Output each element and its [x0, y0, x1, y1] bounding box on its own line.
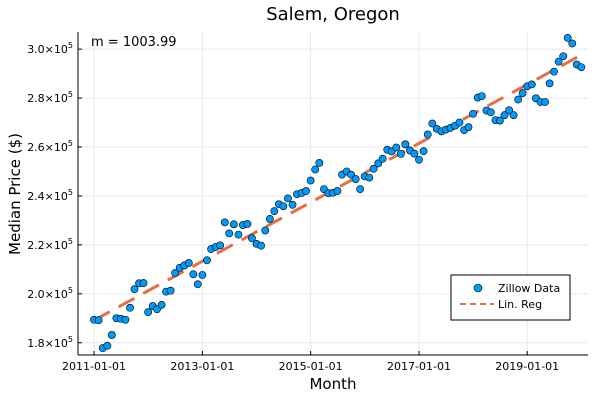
data-point [563, 33, 572, 42]
data-point [477, 92, 486, 101]
data-point [500, 111, 509, 120]
data-point [397, 149, 405, 158]
data-point [193, 280, 202, 289]
data-point [554, 57, 563, 66]
data-point [107, 331, 116, 339]
data-point [392, 143, 401, 152]
data-point [428, 119, 437, 128]
data-point [415, 155, 423, 164]
y-tick-label: 1.8×105 [27, 335, 73, 350]
data-point [486, 108, 495, 117]
data-point [577, 63, 586, 72]
data-point [130, 285, 139, 294]
data-point [270, 207, 279, 216]
data-point [184, 259, 193, 267]
data-point [288, 200, 297, 209]
data-point [234, 230, 243, 239]
data-point [365, 173, 374, 182]
data-point [559, 52, 568, 61]
data-point [229, 220, 238, 229]
data-point [279, 202, 288, 211]
data-point [351, 175, 360, 183]
data-point [225, 229, 234, 238]
data-point [545, 79, 554, 88]
data-point [568, 39, 577, 48]
data-point [265, 215, 274, 223]
data-point [541, 98, 549, 106]
data-point [311, 165, 320, 174]
data-point [455, 118, 464, 127]
data-point [423, 130, 432, 139]
data-point [189, 270, 198, 279]
data-point [302, 187, 310, 195]
data-point [401, 140, 410, 149]
legend-label-linreg: Lin. Reg [498, 298, 542, 311]
data-point [139, 279, 148, 287]
y-tick-label: 2.0×105 [27, 286, 73, 301]
data-point [198, 271, 207, 279]
data-point [419, 147, 428, 156]
data-point [315, 159, 324, 167]
y-tick-label: 3.0×105 [27, 41, 73, 56]
y-tick-label: 2.8×105 [27, 90, 73, 105]
y-axis-label: Median Price ($) [6, 133, 24, 255]
data-point [248, 234, 256, 243]
data-point [103, 341, 112, 350]
data-point [469, 109, 478, 118]
data-point [144, 308, 153, 317]
data-point [550, 67, 558, 76]
x-axis-label: Month [309, 375, 356, 393]
legend-box [450, 274, 571, 321]
data-point [257, 241, 265, 250]
data-point [509, 111, 518, 120]
data-point [126, 303, 134, 312]
legend-label-zillow: Zillow Data [498, 282, 560, 295]
y-tick-label: 2.4×105 [27, 188, 73, 203]
data-point [171, 269, 180, 277]
data-point [464, 123, 473, 132]
axes: 2011-01-01 2013-01-01 2015-01-01 2017-01-01… [27, 32, 588, 373]
chart-title: Salem, Oregon [266, 4, 400, 25]
y-tick-label: 2.6×105 [27, 139, 73, 154]
data-point [306, 176, 315, 185]
data-point [94, 316, 103, 325]
data-point [369, 164, 378, 173]
data-point [410, 149, 419, 158]
x-tick-label: 2019-01-01 [495, 360, 559, 373]
data-point [527, 80, 536, 89]
x-tick-label: 2015-01-01 [279, 360, 343, 373]
data-point [166, 286, 175, 295]
data-point [496, 116, 504, 125]
x-tick-label: 2011-01-01 [62, 360, 126, 373]
data-point [157, 300, 166, 309]
data-point [261, 226, 270, 235]
data-point [216, 241, 225, 250]
data-point [378, 154, 387, 163]
data-point [518, 89, 527, 98]
data-point [505, 106, 514, 115]
data-point [243, 219, 252, 228]
x-tick-label: 2017-01-01 [387, 360, 451, 373]
data-point [121, 315, 130, 324]
data-point [284, 194, 292, 203]
y-tick-label: 2.2×105 [27, 237, 73, 252]
x-tick-label: 2013-01-01 [170, 360, 234, 373]
data-point [220, 218, 229, 227]
legend: Zillow Data Lin. Reg [450, 274, 571, 321]
data-point [203, 256, 211, 265]
data-point [333, 187, 342, 195]
plot-series [90, 33, 586, 353]
legend-marker-zillow [473, 283, 483, 293]
slope-annotation: m = 1003.99 [91, 35, 177, 50]
data-point [514, 95, 523, 104]
data-point [356, 185, 365, 193]
